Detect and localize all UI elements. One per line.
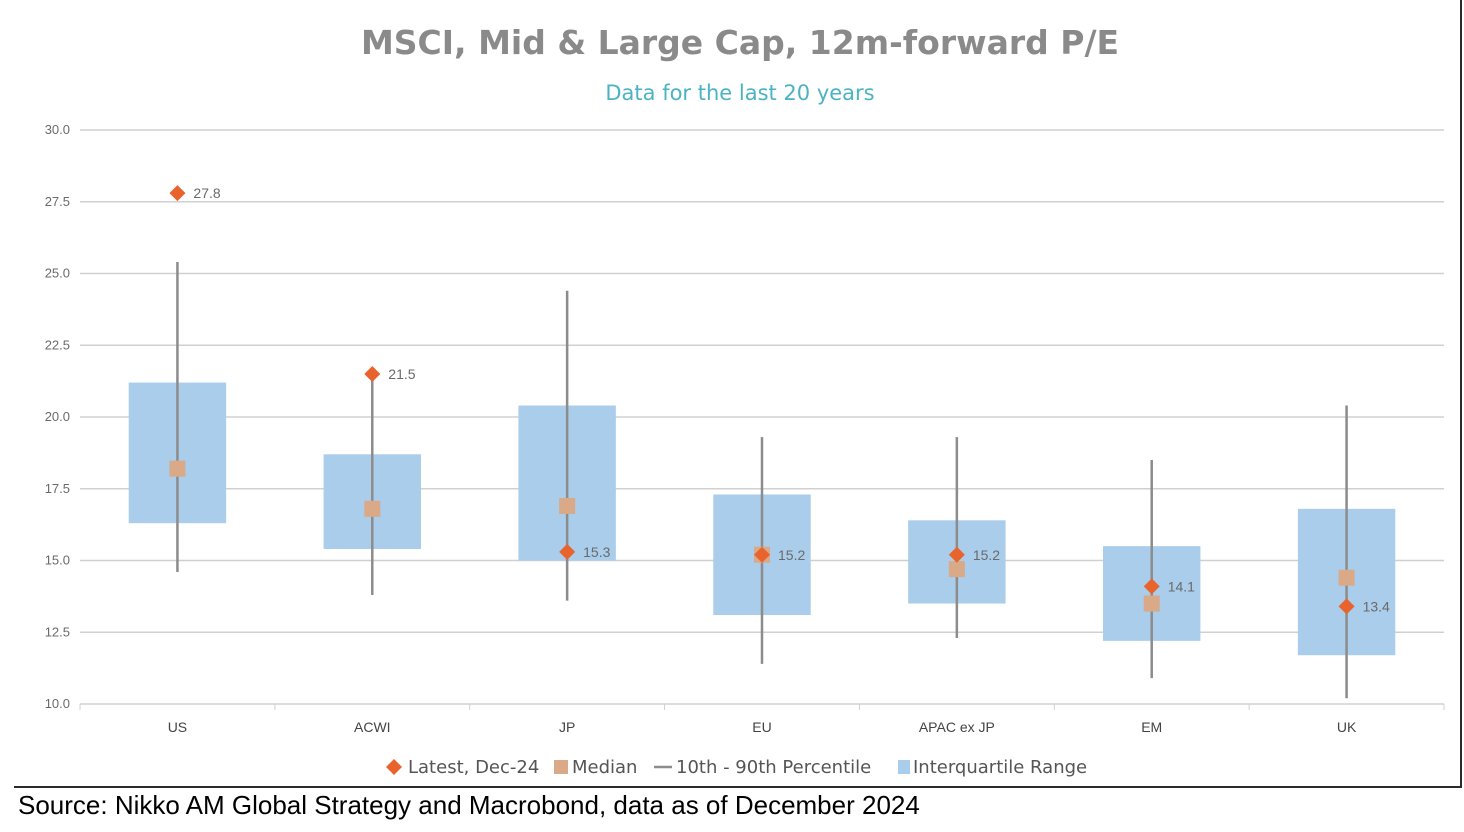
legend-iqr-label: Interquartile Range: [913, 757, 1087, 778]
median-marker: [169, 460, 186, 477]
y-tick-label: 27.5: [45, 194, 70, 209]
latest-marker: [948, 546, 965, 563]
x-category-label: US: [168, 719, 187, 735]
chart-subtitle: Data for the last 20 years: [605, 81, 874, 105]
y-tick-label: 17.5: [45, 481, 70, 496]
legend-latest-swatch: [386, 759, 402, 775]
y-tick-label: 30.0: [45, 122, 70, 137]
chart-frame: MSCI, Mid & Large Cap, 12m-forward P/E D…: [14, 0, 1462, 788]
legend-latest-label: Latest, Dec-24: [408, 757, 539, 778]
x-category-label: JP: [559, 719, 575, 735]
x-category-label: APAC ex JP: [919, 719, 995, 735]
y-tick-label: 15.0: [45, 553, 70, 568]
latest-marker: [169, 185, 186, 202]
data-label: 27.8: [193, 185, 220, 201]
chart-title: MSCI, Mid & Large Cap, 12m-forward P/E: [361, 23, 1119, 62]
y-tick-label: 25.0: [45, 266, 70, 281]
data-label: 15.3: [583, 544, 610, 560]
grid-layer: 10.0 12.5 15.0 17.5 20.0 22.5 25.0 27.5 30.0 US AC…: [45, 122, 1445, 735]
data-label: 13.4: [1363, 598, 1390, 614]
latest-marker: [1143, 578, 1160, 595]
legend: Latest, Dec-24 Median 10th - 90th Percenti…: [386, 757, 1087, 778]
median-marker: [559, 497, 576, 514]
legend-median-swatch: [554, 760, 568, 774]
data-label: 15.2: [973, 547, 1000, 563]
data-label: 15.2: [778, 547, 805, 563]
data-label: 14.1: [1168, 578, 1195, 594]
legend-whisker-label: 10th - 90th Percentile: [676, 757, 871, 778]
latest-marker: [1338, 598, 1355, 615]
plot-layer: 27.8 21.5 15.3 15.2 15.2 14.1 13.4: [128, 185, 1396, 699]
x-category-label: UK: [1337, 719, 1357, 735]
median-marker: [948, 561, 965, 578]
data-label: 21.5: [388, 366, 415, 382]
x-category-label: ACWI: [354, 719, 391, 735]
legend-iqr-swatch: [898, 760, 910, 774]
latest-marker: [364, 365, 381, 382]
x-category-label: EM: [1141, 719, 1162, 735]
chart: MSCI, Mid & Large Cap, 12m-forward P/E D…: [45, 23, 1445, 778]
y-tick-label: 22.5: [45, 337, 70, 352]
y-tick-label: 20.0: [45, 409, 70, 424]
x-category-label: EU: [752, 719, 771, 735]
legend-median-label: Median: [572, 757, 637, 778]
y-tick-label: 10.0: [45, 696, 70, 711]
y-tick-label: 12.5: [45, 624, 70, 639]
median-marker: [1143, 595, 1160, 612]
latest-marker: [754, 546, 770, 563]
source-note: Source: Nikko AM Global Strategy and Mac…: [18, 790, 920, 820]
median-marker: [1338, 569, 1355, 586]
median-marker: [364, 500, 381, 517]
latest-marker: [559, 543, 576, 560]
